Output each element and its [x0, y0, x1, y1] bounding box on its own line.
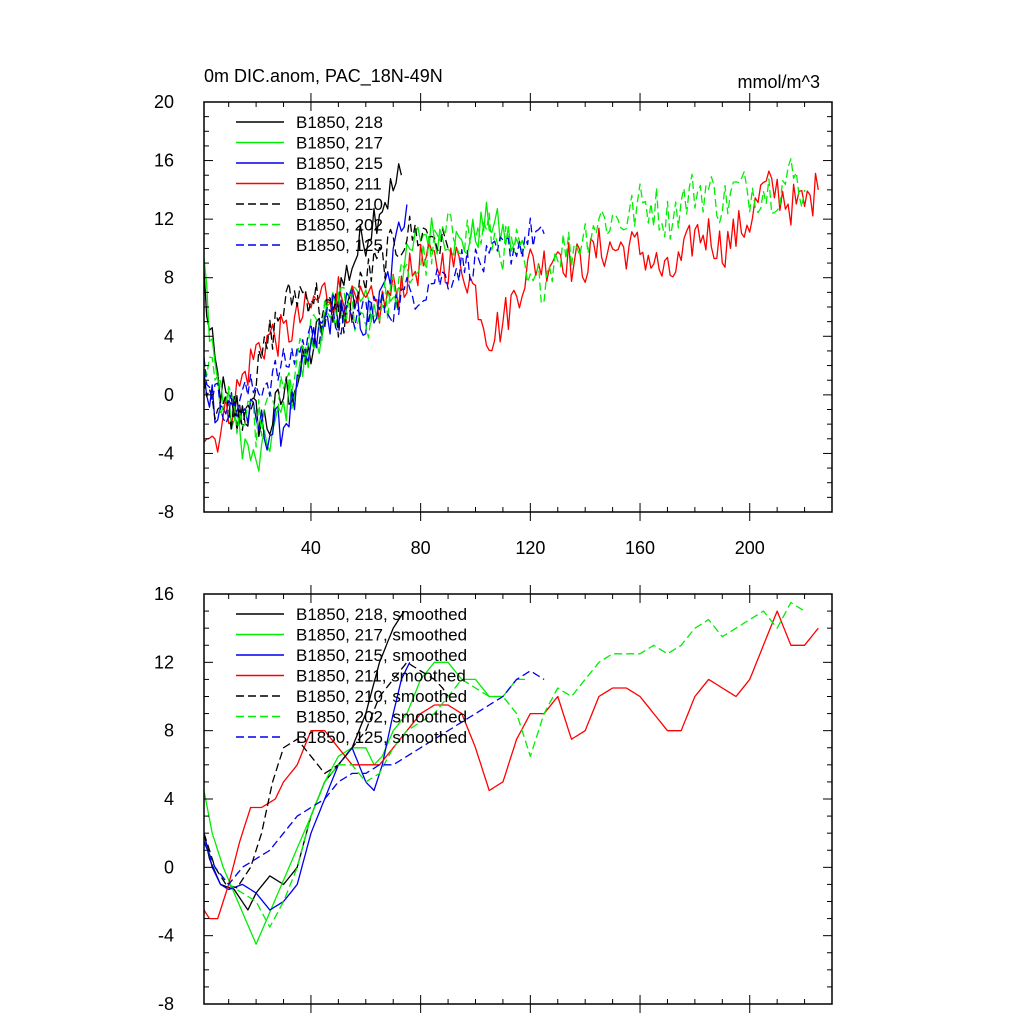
bottom-panel: -8 -4 0 4 8 12 16 B1850, 218, smoothed B1850, 21… [154, 584, 833, 1014]
series-line-4 [204, 215, 449, 432]
y-tick-label: 0 [164, 857, 174, 877]
figure-title: 0m DIC.anom, PAC_18N-49N [204, 66, 443, 87]
series-line-2 [204, 662, 411, 911]
y-tick-label: -4 [158, 443, 174, 463]
legend-label: B1850, 211, smoothed [296, 667, 466, 686]
x-tick-label: 160 [625, 538, 655, 558]
legend-label: B1850, 215 [296, 154, 383, 173]
series-line-6 [204, 217, 545, 424]
y-tick-label: 8 [164, 268, 174, 288]
x-tick-label: 200 [735, 538, 765, 558]
x-tick-label: 120 [515, 538, 545, 558]
series-line-5 [204, 158, 806, 448]
series-line-1 [204, 661, 525, 945]
y-tick-label: 20 [154, 92, 174, 112]
x-tick-label: 80 [411, 538, 431, 558]
series-line-2 [204, 204, 408, 451]
legend-label: B1850, 202 [296, 216, 383, 235]
legend-label: B1850, 217 [296, 134, 383, 153]
series-line-5 [204, 601, 805, 928]
legend-label: B1850, 215, smoothed [296, 646, 467, 665]
legend-label: B1850, 218, smoothed [296, 605, 467, 624]
units-label: mmol/m^3 [738, 72, 820, 92]
legend-label: B1850, 210, smoothed [296, 687, 467, 706]
series-line-6 [204, 670, 545, 886]
legend-label: B1850, 210 [296, 195, 383, 214]
y-tick-label: 16 [154, 151, 174, 171]
legend-label: B1850, 125 [296, 236, 383, 255]
top-panel: -8 -4 0 4 8 12 16 20 40 80 120 160 200 B1850, 218 B185… [154, 92, 833, 558]
legend-label: B1850, 125, smoothed [296, 728, 467, 747]
legend-label: B1850, 202, smoothed [296, 708, 467, 727]
series-line-0 [204, 610, 405, 911]
legend-label: B1850, 217, smoothed [296, 626, 467, 645]
legend-label: B1850, 211 [296, 175, 382, 194]
x-tick-label: 40 [301, 538, 321, 558]
series-line-3 [204, 610, 819, 920]
y-tick-label: -8 [158, 994, 174, 1014]
y-tick-label: 4 [164, 326, 174, 346]
y-tick-label: 16 [154, 584, 174, 604]
y-tick-label: 12 [154, 652, 174, 672]
y-tick-label: -8 [158, 502, 174, 522]
y-tick-label: -4 [158, 926, 174, 946]
series-line-4 [204, 661, 449, 889]
y-tick-label: 12 [154, 209, 174, 229]
y-tick-label: 4 [164, 789, 174, 809]
y-tick-label: 8 [164, 721, 174, 741]
y-tick-label: 0 [164, 385, 174, 405]
legend-label: B1850, 218 [296, 113, 383, 132]
